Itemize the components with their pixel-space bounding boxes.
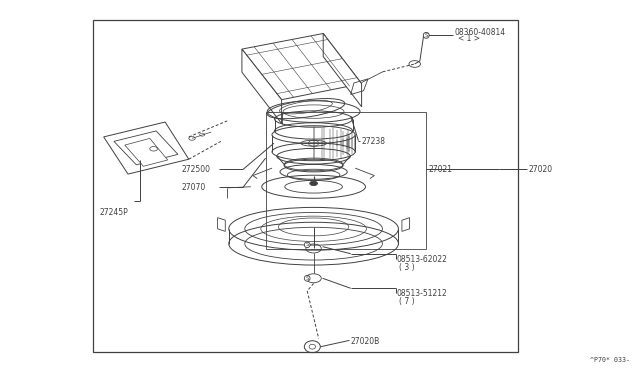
Text: 27070: 27070 [181, 183, 205, 192]
Text: ( 7 ): ( 7 ) [399, 297, 414, 306]
Text: S: S [424, 33, 428, 38]
Text: 27238: 27238 [362, 137, 385, 146]
Text: 08360-40814: 08360-40814 [454, 28, 506, 37]
Polygon shape [104, 122, 189, 174]
Circle shape [310, 181, 317, 186]
Text: < 1 >: < 1 > [458, 34, 480, 43]
Text: 27020B: 27020B [351, 337, 380, 346]
Polygon shape [242, 33, 362, 100]
Text: 08513-51212: 08513-51212 [397, 289, 447, 298]
Polygon shape [323, 33, 362, 107]
Text: S: S [305, 276, 309, 281]
Text: ^P70* 033-: ^P70* 033- [590, 357, 630, 363]
Text: S: S [305, 242, 309, 247]
Polygon shape [114, 131, 178, 165]
Text: 27020: 27020 [529, 165, 553, 174]
Polygon shape [125, 138, 168, 166]
Text: 272500: 272500 [181, 165, 210, 174]
Polygon shape [242, 49, 282, 124]
Text: 08513-62022: 08513-62022 [397, 255, 447, 264]
Text: 27245P: 27245P [99, 208, 128, 217]
Text: ( 3 ): ( 3 ) [399, 263, 414, 272]
Text: 27021: 27021 [429, 165, 453, 174]
